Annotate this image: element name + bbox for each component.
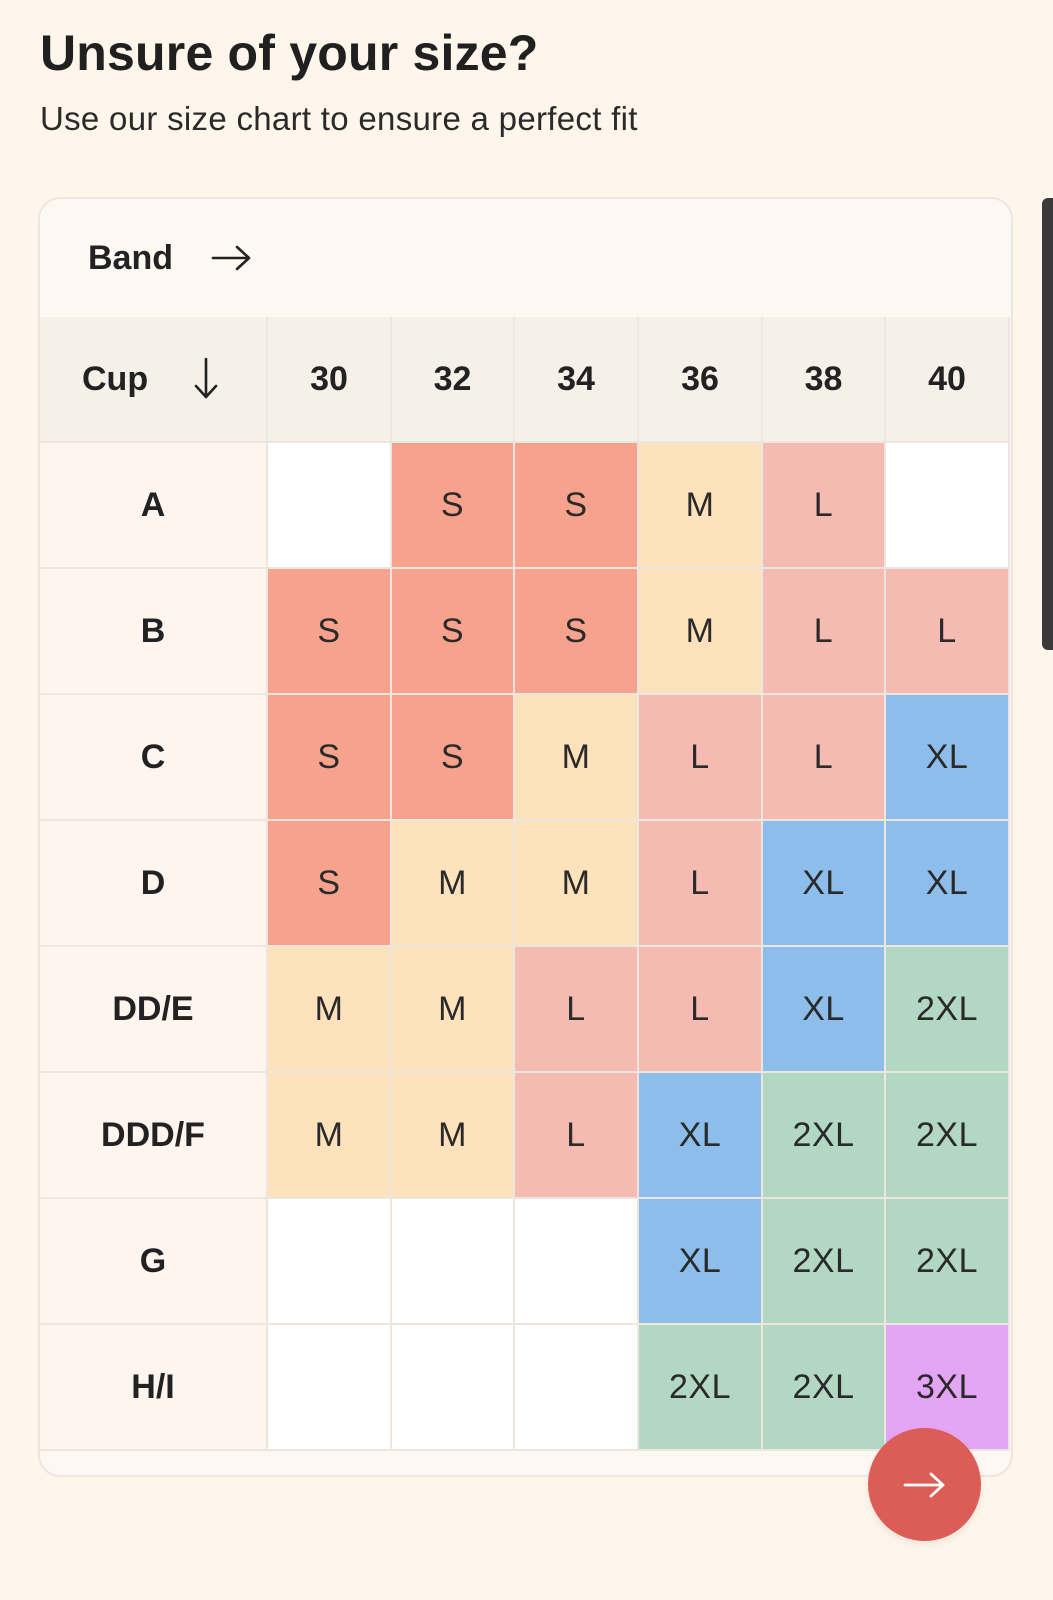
size-cell-l: L [515, 947, 639, 1073]
scrollbar[interactable] [1042, 198, 1053, 650]
band-label: Band [88, 238, 173, 277]
next-arrow-button[interactable] [868, 1428, 981, 1541]
size-cell-2xl: 2XL [639, 1325, 763, 1451]
size-cell-m: M [639, 443, 763, 569]
size-cell-m: M [515, 821, 639, 947]
size-cell-m: M [268, 1073, 392, 1199]
cup-size-label: B [40, 569, 268, 695]
size-cell-empty [268, 1325, 392, 1451]
size-cell-xl: XL [886, 821, 1010, 947]
size-cell-m: M [392, 821, 515, 947]
size-cell-2xl: 2XL [763, 1199, 886, 1325]
size-cell-xl: XL [639, 1073, 763, 1199]
band-size-36: 36 [639, 317, 763, 443]
size-cell-xl: XL [639, 1199, 763, 1325]
cup-size-label: C [40, 695, 268, 821]
cup-label: Cup [82, 359, 149, 398]
cup-size-label: DD/E [40, 947, 268, 1073]
size-cell-m: M [392, 1073, 515, 1199]
size-cell-2xl: 2XL [886, 947, 1010, 1073]
arrow-right-icon [211, 245, 251, 271]
size-cell-m: M [392, 947, 515, 1073]
cup-size-label: A [40, 443, 268, 569]
cup-size-label: DDD/F [40, 1073, 268, 1199]
band-size-32: 32 [392, 317, 515, 443]
size-cell-empty [886, 443, 1010, 569]
size-cell-xl: XL [886, 695, 1010, 821]
band-size-30: 30 [268, 317, 392, 443]
size-cell-s: S [392, 695, 515, 821]
band-size-34: 34 [515, 317, 639, 443]
size-cell-m: M [515, 695, 639, 821]
size-chart-card: Band Cup 30 32 34 36 38 40 A S S M L B S S S M L L C S S M L L XL… [38, 197, 1013, 1477]
size-cell-l: L [639, 695, 763, 821]
size-cell-m: M [639, 569, 763, 695]
arrow-right-icon [903, 1472, 944, 1497]
size-cell-m: M [268, 947, 392, 1073]
size-cell-s: S [515, 443, 639, 569]
cup-header: Cup [40, 317, 268, 443]
size-cell-xl: XL [763, 947, 886, 1073]
cup-size-label: H/I [40, 1325, 268, 1451]
size-cell-empty [515, 1325, 639, 1451]
size-cell-2xl: 2XL [886, 1073, 1010, 1199]
page-subtitle: Use our size chart to ensure a perfect f… [40, 100, 638, 137]
size-cell-2xl: 2XL [886, 1199, 1010, 1325]
size-cell-l: L [886, 569, 1010, 695]
size-cell-l: L [763, 569, 886, 695]
size-cell-empty [392, 1325, 515, 1451]
size-cell-l: L [763, 695, 886, 821]
size-cell-s: S [392, 569, 515, 695]
band-size-38: 38 [763, 317, 886, 443]
size-cell-empty [392, 1199, 515, 1325]
size-cell-l: L [639, 947, 763, 1073]
size-cell-s: S [268, 695, 392, 821]
size-cell-l: L [639, 821, 763, 947]
size-cell-l: L [515, 1073, 639, 1199]
size-cell-2xl: 2XL [763, 1325, 886, 1451]
size-cell-2xl: 2XL [763, 1073, 886, 1199]
size-cell-s: S [268, 821, 392, 947]
arrow-down-icon [194, 357, 218, 399]
size-cell-xl: XL [763, 821, 886, 947]
size-cell-s: S [515, 569, 639, 695]
size-cell-empty [268, 443, 392, 569]
cup-size-label: D [40, 821, 268, 947]
band-header: Band [40, 199, 1011, 317]
band-size-40: 40 [886, 317, 1010, 443]
size-cell-empty [515, 1199, 639, 1325]
size-cell-l: L [763, 443, 886, 569]
size-cell-s: S [392, 443, 515, 569]
cup-size-label: G [40, 1199, 268, 1325]
size-cell-s: S [268, 569, 392, 695]
page-title: Unsure of your size? [40, 25, 539, 81]
size-cell-empty [268, 1199, 392, 1325]
